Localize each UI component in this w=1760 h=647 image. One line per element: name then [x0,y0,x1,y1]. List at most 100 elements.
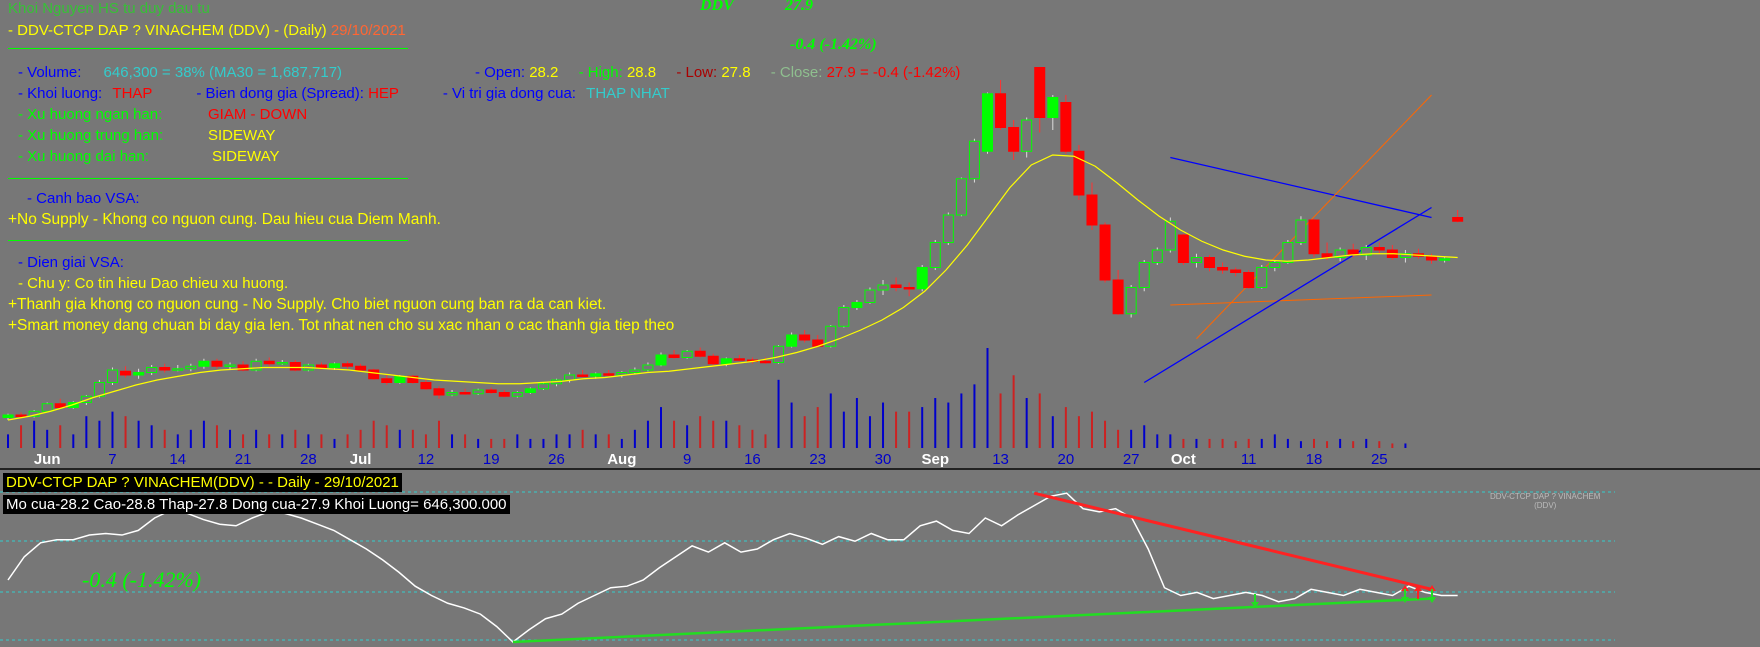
volume-bar [882,402,885,448]
volume-bar [424,434,427,448]
candle-body [511,392,523,397]
lower-change: -0.4 (-1.42%) [82,567,202,592]
candle-body [315,364,327,368]
volume-bar [242,434,245,448]
candle-body [955,178,967,216]
vitri-label: - Vi tri gia dong cua: [442,85,576,102]
divider [8,48,408,49]
candle-body [1217,267,1229,271]
candle-body [838,307,850,327]
volume-bar [895,411,898,448]
trend-short-label: - Xu huong ngan han: [18,106,163,123]
candle-body [394,375,406,383]
volume-bar [1130,429,1133,448]
candle-body [1190,257,1202,263]
volume-bar [803,416,806,448]
candle-body [1256,267,1268,288]
symbol-label: DDV [700,0,734,14]
volume-bar [7,434,9,448]
candle-body [329,363,340,368]
volume-bar [816,407,819,448]
volume-bar [555,434,558,448]
volume-bar [934,398,937,448]
volume-bar [1378,441,1381,448]
volume-bar [202,420,205,448]
candle-body [1125,287,1137,315]
high-value: 28.8 [626,64,657,81]
volume-bar [1391,443,1394,448]
trend-short-value: GIAM - DOWN [208,106,308,123]
candle-body [903,287,915,290]
x-tick-label: 11 [1241,451,1257,468]
volume-bar [163,429,166,448]
candle-body [851,302,863,308]
volume-row: - Volume: 646,300 = 38% (MA30 = 1,687,71… [18,64,342,82]
candle-body [916,267,928,290]
volume-bar [790,402,793,448]
candle-body [1295,219,1307,243]
low-label: - Low: [676,64,718,81]
candle-body [159,367,171,371]
candle-body [1373,247,1385,251]
vsa-explain-3: +Smart money dang chuan bi day gia len. … [8,317,675,334]
candle-body [1086,194,1098,226]
volume-label: - Volume: [18,64,82,81]
volume-bar [320,434,323,448]
candle-body [1008,127,1020,152]
x-tick-label: 13 [992,451,1009,468]
candle-body [1399,253,1411,258]
candle-body [1151,249,1163,263]
x-tick-label: 19 [483,451,500,468]
volume-bar [960,393,963,448]
vsa-warning-text: +No Supply - Khong co nguon cung. Dau hi… [8,211,441,228]
volume-bar [855,398,858,448]
volume-bar [503,438,506,448]
ticker-name: - DDV-CTCP DAP ? VINACHEM (DDV) - (Daily… [8,22,327,39]
volume-bar [372,420,375,448]
candle-body [733,358,745,361]
volume-bar [529,438,532,448]
candle-body [707,355,719,365]
volume-bar [568,434,571,448]
candle-body [1243,272,1255,288]
volume-bar [633,429,636,448]
x-tick-label: 20 [1058,451,1075,468]
candle-body [342,363,354,367]
candle-body [759,360,771,364]
oscillator-panel [0,491,1615,644]
candle-body [929,242,941,268]
candle-body [537,383,549,390]
volume-bar [1339,438,1342,448]
price-panel: Jun 7 14 21 28 Jul 12 19 26 Aug 9 16 23 30 Sep 13 20 27 Oc… [0,67,1760,470]
buy-arrow-icon [1251,594,1259,608]
volume-bar [777,379,780,448]
volume-bar [1038,393,1041,448]
volume-bar [111,411,114,448]
candle-body [642,364,654,371]
volume-bar [620,438,623,448]
volume-bar [20,425,23,448]
x-tick-label: Aug [607,451,636,468]
volume-bar [738,425,741,448]
vsa-explain-title: - Dien giai VSA: [18,254,124,271]
candle-body [263,360,275,365]
candle-body [1360,247,1372,256]
candle-body [786,334,798,347]
volume-bar [594,434,597,448]
volume-bar [1077,416,1080,448]
candle-body [120,370,132,376]
candle-body [1282,242,1294,263]
volume-bar [33,420,36,448]
volume-bar [59,425,62,448]
volume-bar [1117,429,1120,448]
candle-body [694,350,706,357]
volume-bar [1182,438,1185,448]
oscillator-line [7,492,1458,643]
trend-long-row: - Xu huong dai han: SIDEWAY [18,148,280,166]
trend-mid-label: - Xu huong trung han: [18,127,164,144]
volume-bar [1208,438,1211,448]
vitri-value: THAP NHAT [586,85,670,102]
volume-bar [1313,438,1315,448]
candle-body [1112,279,1124,315]
volume-bar [1090,411,1093,448]
